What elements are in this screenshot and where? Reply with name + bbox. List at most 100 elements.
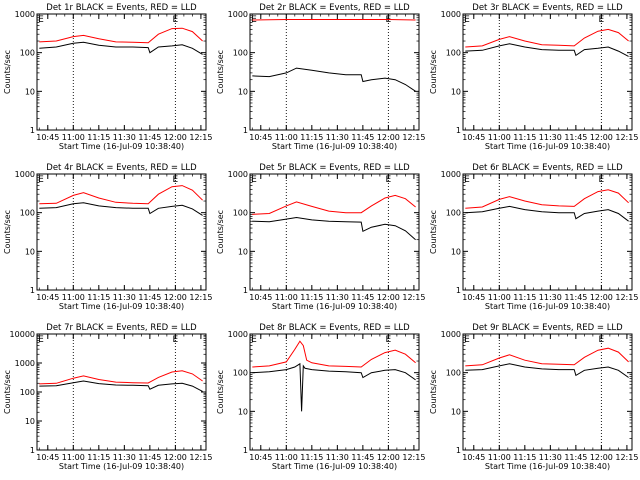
plot-frame [36, 333, 207, 451]
event-marker: E [386, 175, 392, 185]
plot-frame [249, 173, 420, 291]
x-tick-label: 10:45 [462, 453, 485, 462]
y-tick-label: 100 [20, 49, 35, 58]
series-line-events [465, 43, 629, 57]
event-marker: E [386, 335, 392, 345]
y-axis-label: Counts/sec [216, 210, 225, 254]
series-line-events [465, 205, 629, 222]
x-tick-label: 12:15 [402, 453, 425, 462]
plot-frame [249, 13, 420, 131]
y-tick-label: 100 [233, 369, 248, 378]
x-tick-label: 11:15 [513, 133, 536, 142]
series-line-lld [252, 340, 416, 368]
y-tick-label: 100 [20, 388, 35, 397]
x-tick-label: 12:00 [377, 133, 400, 142]
y-tick-label: 1 [30, 446, 35, 455]
x-tick-label: 11:30 [326, 453, 349, 462]
y-tick-label: 10 [238, 87, 248, 96]
y-tick-label: 1000 [228, 330, 248, 339]
x-tick-label: 10:45 [36, 453, 59, 462]
chart-title: Det 3r BLACK = Events, RED = LLD [472, 3, 623, 13]
event-marker: E [464, 335, 470, 345]
x-tick-label: 11:45 [138, 293, 161, 302]
event-marker: E [599, 15, 605, 25]
series-line-events [39, 41, 203, 55]
detector-chart-9: Det 9r BLACK = Events, RED = LLD 1 10 100 10… [429, 323, 638, 471]
x-tick-label: 11:30 [539, 293, 562, 302]
x-tick-label: 10:45 [249, 133, 272, 142]
x-tick-label: 10:45 [249, 453, 272, 462]
x-tick-label: 11:00 [275, 133, 298, 142]
y-tick-label: 1 [30, 126, 35, 135]
x-tick-label: 12:00 [377, 453, 400, 462]
x-tick-label: 11:45 [351, 293, 374, 302]
series-line-lld [252, 19, 416, 21]
chart-title: Det 9r BLACK = Events, RED = LLD [472, 323, 623, 333]
y-tick-label: 10 [25, 247, 35, 256]
x-tick-label: 10:45 [462, 293, 485, 302]
x-tick-label: 11:30 [113, 133, 136, 142]
detector-panel-7: Det 7r BLACK = Events, RED = LLD 1 10 100 10… [0, 320, 213, 480]
event-marker: E [251, 335, 257, 345]
series-line-lld [39, 185, 203, 205]
chart-title: Det 7r BLACK = Events, RED = LLD [46, 323, 197, 333]
y-tick-label: 10 [25, 417, 35, 426]
x-tick-label: 11:00 [488, 453, 511, 462]
x-tick-label: 11:00 [62, 293, 85, 302]
plot-frame [249, 333, 420, 451]
detector-chart-3: Det 3r BLACK = Events, RED = LLD 1 10 100 10… [429, 3, 638, 151]
y-axis-label: Counts/sec [3, 50, 12, 94]
y-tick-label: 1000 [441, 330, 461, 339]
x-axis-label: Start Time (16-Jul-09 10:38:40) [485, 462, 610, 471]
series-line-lld [39, 370, 203, 385]
y-tick-label: 1 [243, 126, 248, 135]
x-tick-label: 11:45 [564, 453, 587, 462]
x-tick-label: 12:15 [615, 453, 638, 462]
y-tick-label: 1 [243, 446, 248, 455]
series-line-lld [252, 194, 416, 215]
x-tick-label: 12:00 [164, 293, 187, 302]
x-tick-label: 12:15 [189, 293, 212, 302]
x-tick-label: 11:30 [326, 133, 349, 142]
x-tick-label: 10:45 [462, 133, 485, 142]
x-tick-label: 11:00 [488, 133, 511, 142]
chart-title: Det 6r BLACK = Events, RED = LLD [472, 163, 623, 173]
y-tick-label: 1 [456, 126, 461, 135]
x-tick-label: 11:15 [87, 453, 110, 462]
x-axis-label: Start Time (16-Jul-09 10:38:40) [485, 302, 610, 311]
event-marker: E [251, 175, 257, 185]
x-tick-label: 11:30 [113, 293, 136, 302]
plot-frame [36, 13, 207, 131]
detector-panel-3: Det 3r BLACK = Events, RED = LLD 1 10 100 10… [426, 0, 639, 160]
x-tick-label: 11:15 [300, 133, 323, 142]
x-tick-label: 11:00 [275, 453, 298, 462]
x-tick-label: 11:45 [351, 133, 374, 142]
y-tick-label: 10 [451, 247, 461, 256]
event-marker: E [599, 175, 605, 185]
x-tick-label: 12:15 [615, 133, 638, 142]
chart-title: Det 4r BLACK = Events, RED = LLD [46, 163, 197, 173]
y-tick-label: 100 [233, 49, 248, 58]
chart-title: Det 8r BLACK = Events, RED = LLD [259, 323, 410, 333]
x-tick-label: 10:45 [249, 293, 272, 302]
x-tick-label: 11:30 [539, 453, 562, 462]
series-line-events [39, 380, 203, 392]
y-tick-label: 10 [238, 247, 248, 256]
event-marker: E [38, 335, 44, 345]
x-tick-label: 11:15 [87, 293, 110, 302]
series-line-lld [465, 28, 629, 48]
event-marker: E [38, 175, 44, 185]
y-tick-label: 100 [20, 209, 35, 218]
series-line-lld [465, 347, 629, 367]
event-marker: E [599, 335, 605, 345]
x-tick-label: 12:00 [590, 293, 613, 302]
y-tick-label: 100 [446, 209, 461, 218]
y-tick-label: 1 [30, 286, 35, 295]
x-axis-label: Start Time (16-Jul-09 10:38:40) [59, 462, 184, 471]
x-tick-label: 11:45 [564, 133, 587, 142]
plot-frame [462, 173, 633, 291]
y-tick-label: 1000 [15, 10, 35, 19]
chart-title: Det 5r BLACK = Events, RED = LLD [259, 163, 410, 173]
detector-chart-1: Det 1r BLACK = Events, RED = LLD 1 10 100 10… [3, 3, 212, 151]
